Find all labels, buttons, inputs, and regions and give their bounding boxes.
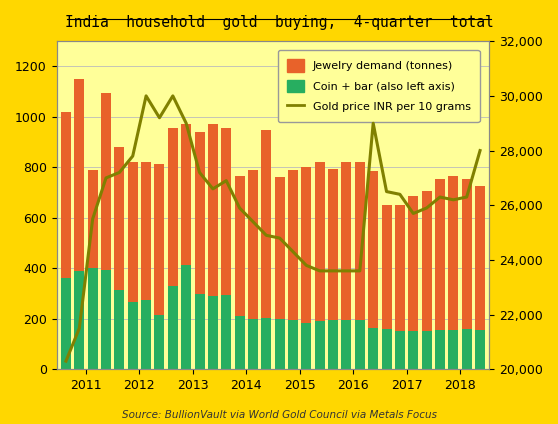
Bar: [208, 296, 218, 369]
Text: Source: BullionVault via World Gold Council via Metals Focus: Source: BullionVault via World Gold Coun…: [122, 410, 436, 420]
Bar: [74, 271, 84, 369]
Bar: [141, 162, 151, 300]
Bar: [395, 332, 405, 369]
Bar: [315, 321, 325, 369]
Bar: [101, 93, 111, 270]
Bar: [208, 125, 218, 296]
Bar: [275, 178, 285, 319]
Bar: [315, 162, 325, 321]
Bar: [408, 196, 418, 332]
Legend: Jewelry demand (tonnes), Coin + bar (also left axis), Gold price INR per 10 gram: Jewelry demand (tonnes), Coin + bar (als…: [278, 50, 479, 122]
Bar: [141, 300, 151, 369]
Bar: [234, 176, 244, 316]
Bar: [275, 319, 285, 369]
Bar: [355, 320, 365, 369]
Bar: [168, 286, 178, 369]
Bar: [168, 128, 178, 286]
Bar: [382, 205, 392, 329]
Bar: [181, 265, 191, 369]
Bar: [61, 112, 71, 279]
Bar: [128, 162, 138, 302]
Bar: [395, 205, 405, 332]
Text: India  household  gold  buying,  4-quarter  total: India household gold buying, 4-quarter t…: [65, 15, 493, 30]
Bar: [341, 320, 352, 369]
Bar: [114, 147, 124, 290]
Bar: [155, 164, 165, 315]
Bar: [475, 330, 485, 369]
Bar: [408, 332, 418, 369]
Bar: [155, 315, 165, 369]
Bar: [128, 302, 138, 369]
Bar: [435, 330, 445, 369]
Bar: [301, 167, 311, 323]
Bar: [475, 186, 485, 330]
Bar: [248, 170, 258, 319]
Bar: [288, 320, 298, 369]
Bar: [328, 320, 338, 369]
Bar: [341, 162, 352, 320]
Bar: [301, 323, 311, 369]
Bar: [448, 330, 458, 369]
Bar: [234, 316, 244, 369]
Bar: [328, 169, 338, 320]
Bar: [261, 318, 271, 369]
Bar: [181, 125, 191, 265]
Bar: [288, 170, 298, 320]
Bar: [422, 191, 432, 332]
Bar: [355, 162, 365, 320]
Bar: [382, 329, 392, 369]
Bar: [435, 179, 445, 330]
Bar: [221, 295, 231, 369]
Bar: [101, 270, 111, 369]
Bar: [88, 268, 98, 369]
Bar: [461, 179, 472, 329]
Bar: [114, 290, 124, 369]
Bar: [61, 279, 71, 369]
Bar: [368, 328, 378, 369]
Bar: [195, 132, 205, 293]
Bar: [221, 128, 231, 295]
Bar: [74, 79, 84, 271]
Bar: [448, 176, 458, 330]
Bar: [368, 171, 378, 328]
Bar: [422, 332, 432, 369]
Bar: [195, 293, 205, 369]
Bar: [88, 170, 98, 268]
Bar: [248, 319, 258, 369]
Bar: [461, 329, 472, 369]
Bar: [261, 130, 271, 318]
